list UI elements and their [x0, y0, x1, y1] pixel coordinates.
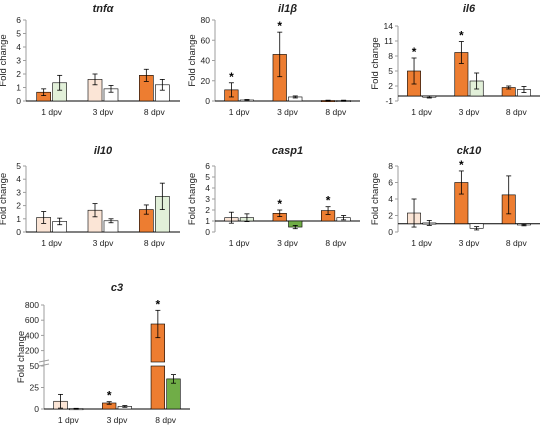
x-tick-label: 8 dpv	[144, 107, 166, 117]
y-tick-label: -1	[385, 96, 393, 106]
y-tick-label: 0	[16, 96, 21, 106]
chart-panel-il6: il6 Fold change -1 2 5 8 11 14 1 dpv * 3 dpv * 8 dpv	[370, 3, 540, 117]
chart-panel-il1: il1β Fold change 0 20 40 60 80 1 dpv * 3 dpv * 8 dp…	[187, 3, 360, 117]
y-tick-label: 6	[205, 161, 210, 171]
y-tick-label: 2	[388, 211, 393, 221]
x-tick-label: 1 dpv	[229, 107, 251, 117]
y-axis-label: Fold change	[370, 37, 381, 89]
significance-star: *	[459, 29, 464, 43]
y-tick-label: 0	[205, 96, 210, 106]
chart-title: c3	[111, 282, 123, 294]
y-tick-label: 8	[388, 51, 393, 61]
x-tick-label: 3 dpv	[459, 107, 481, 117]
y-tick-label: 2	[16, 69, 21, 79]
y-tick-label: 6	[16, 15, 21, 25]
chart-title: il10	[94, 145, 113, 157]
y-tick-label: 400	[25, 330, 39, 340]
x-tick-label: 3 dpv	[277, 107, 299, 117]
axis-break-mark	[38, 359, 50, 363]
x-tick-label: 3 dpv	[277, 238, 299, 248]
x-tick-label: 8 dpv	[155, 415, 177, 425]
y-tick-label: 5	[205, 172, 210, 182]
y-axis-label: Fold change	[16, 331, 27, 383]
y-tick-label: 14	[384, 21, 394, 31]
x-tick-label: 1 dpv	[229, 238, 251, 248]
y-tick-label: 11	[384, 36, 393, 46]
x-tick-label: 8 dpv	[144, 238, 166, 248]
y-tick-label: 1	[16, 83, 21, 93]
y-tick-label: 1	[16, 214, 21, 224]
y-tick-label: 0	[205, 227, 210, 237]
y-axis-label: Fold change	[187, 34, 198, 86]
y-tick-label: 5	[388, 66, 393, 76]
y-tick-label: 200	[25, 346, 39, 356]
chart-panel-il10: il10 Fold change 0 1 2 3 4 5 1 dpv 3 dpv 8 dpv	[0, 145, 180, 248]
y-tick-label: 20	[201, 76, 211, 86]
x-tick-label: 8 dpv	[325, 238, 347, 248]
y-tick-label: 25	[30, 383, 40, 393]
y-tick-label: 50	[30, 361, 40, 371]
y-axis-label: Fold change	[0, 34, 9, 86]
y-tick-label: 1	[205, 216, 210, 226]
y-tick-label: 4	[16, 174, 21, 184]
y-tick-label: 4	[16, 42, 21, 52]
y-axis-label: Fold change	[370, 173, 381, 225]
x-tick-label: 3 dpv	[93, 107, 115, 117]
significance-star: *	[277, 197, 282, 211]
x-tick-label: 3 dpv	[459, 238, 481, 248]
chart-title: il6	[463, 3, 476, 15]
axis-break-mark	[38, 363, 50, 367]
y-tick-label: 600	[25, 315, 39, 325]
x-tick-label: 8 dpv	[325, 107, 347, 117]
y-tick-label: 800	[25, 300, 39, 310]
x-tick-label: 1 dpv	[41, 238, 63, 248]
bar	[150, 365, 165, 410]
y-tick-label: 8	[388, 161, 393, 171]
y-tick-label: 0	[16, 227, 21, 237]
x-tick-label: 3 dpv	[93, 238, 115, 248]
x-tick-label: 8 dpv	[506, 107, 528, 117]
x-tick-label: 8 dpv	[506, 238, 528, 248]
y-tick-label: 3	[205, 194, 210, 204]
x-tick-label: 3 dpv	[107, 415, 129, 425]
y-tick-label: 60	[201, 35, 211, 45]
y-tick-label: 3	[16, 187, 21, 197]
significance-star: *	[326, 194, 331, 208]
chart-panel-ck10: ck10 Fold change 0 2 4 6 8 1 dpv 3 dpv * 8 dpv	[370, 145, 540, 248]
significance-star: *	[277, 19, 282, 33]
chart-panel-c3: c3 Fold change 0 25 50 200 400 600 800 1 dpv 3 dpv…	[16, 282, 190, 425]
y-tick-label: 3	[16, 56, 21, 66]
y-axis-label: Fold change	[0, 173, 9, 225]
y-tick-label: 80	[201, 15, 211, 25]
significance-star: *	[459, 158, 464, 172]
y-tick-label: 4	[388, 194, 393, 204]
chart-title: casp1	[272, 145, 303, 157]
significance-star: *	[412, 45, 417, 59]
x-tick-label: 1 dpv	[41, 107, 63, 117]
y-tick-label: 6	[388, 178, 393, 188]
y-tick-label: 40	[201, 56, 211, 66]
chart-panel-tnf: tnfα Fold change 0 1 2 3 4 5 6 1 dpv 3 dpv 8 dpv	[0, 3, 180, 117]
y-tick-label: 0	[34, 404, 39, 414]
y-tick-label: 2	[388, 81, 393, 91]
y-tick-label: 2	[16, 201, 21, 211]
y-tick-label: 5	[16, 161, 21, 171]
x-tick-label: 1 dpv	[58, 415, 80, 425]
chart-title: ck10	[457, 145, 482, 157]
chart-title: tnfα	[93, 3, 115, 15]
y-tick-label: 4	[205, 183, 210, 193]
y-axis-label: Fold change	[187, 173, 198, 225]
chart-title: il1β	[278, 3, 297, 15]
x-tick-label: 1 dpv	[411, 107, 433, 117]
y-tick-label: 2	[205, 205, 210, 215]
y-tick-label: 0	[388, 227, 393, 237]
y-tick-label: 5	[16, 29, 21, 39]
significance-star: *	[156, 297, 161, 311]
significance-star: *	[229, 70, 234, 84]
significance-star: *	[107, 389, 112, 403]
x-tick-label: 1 dpv	[411, 238, 433, 248]
